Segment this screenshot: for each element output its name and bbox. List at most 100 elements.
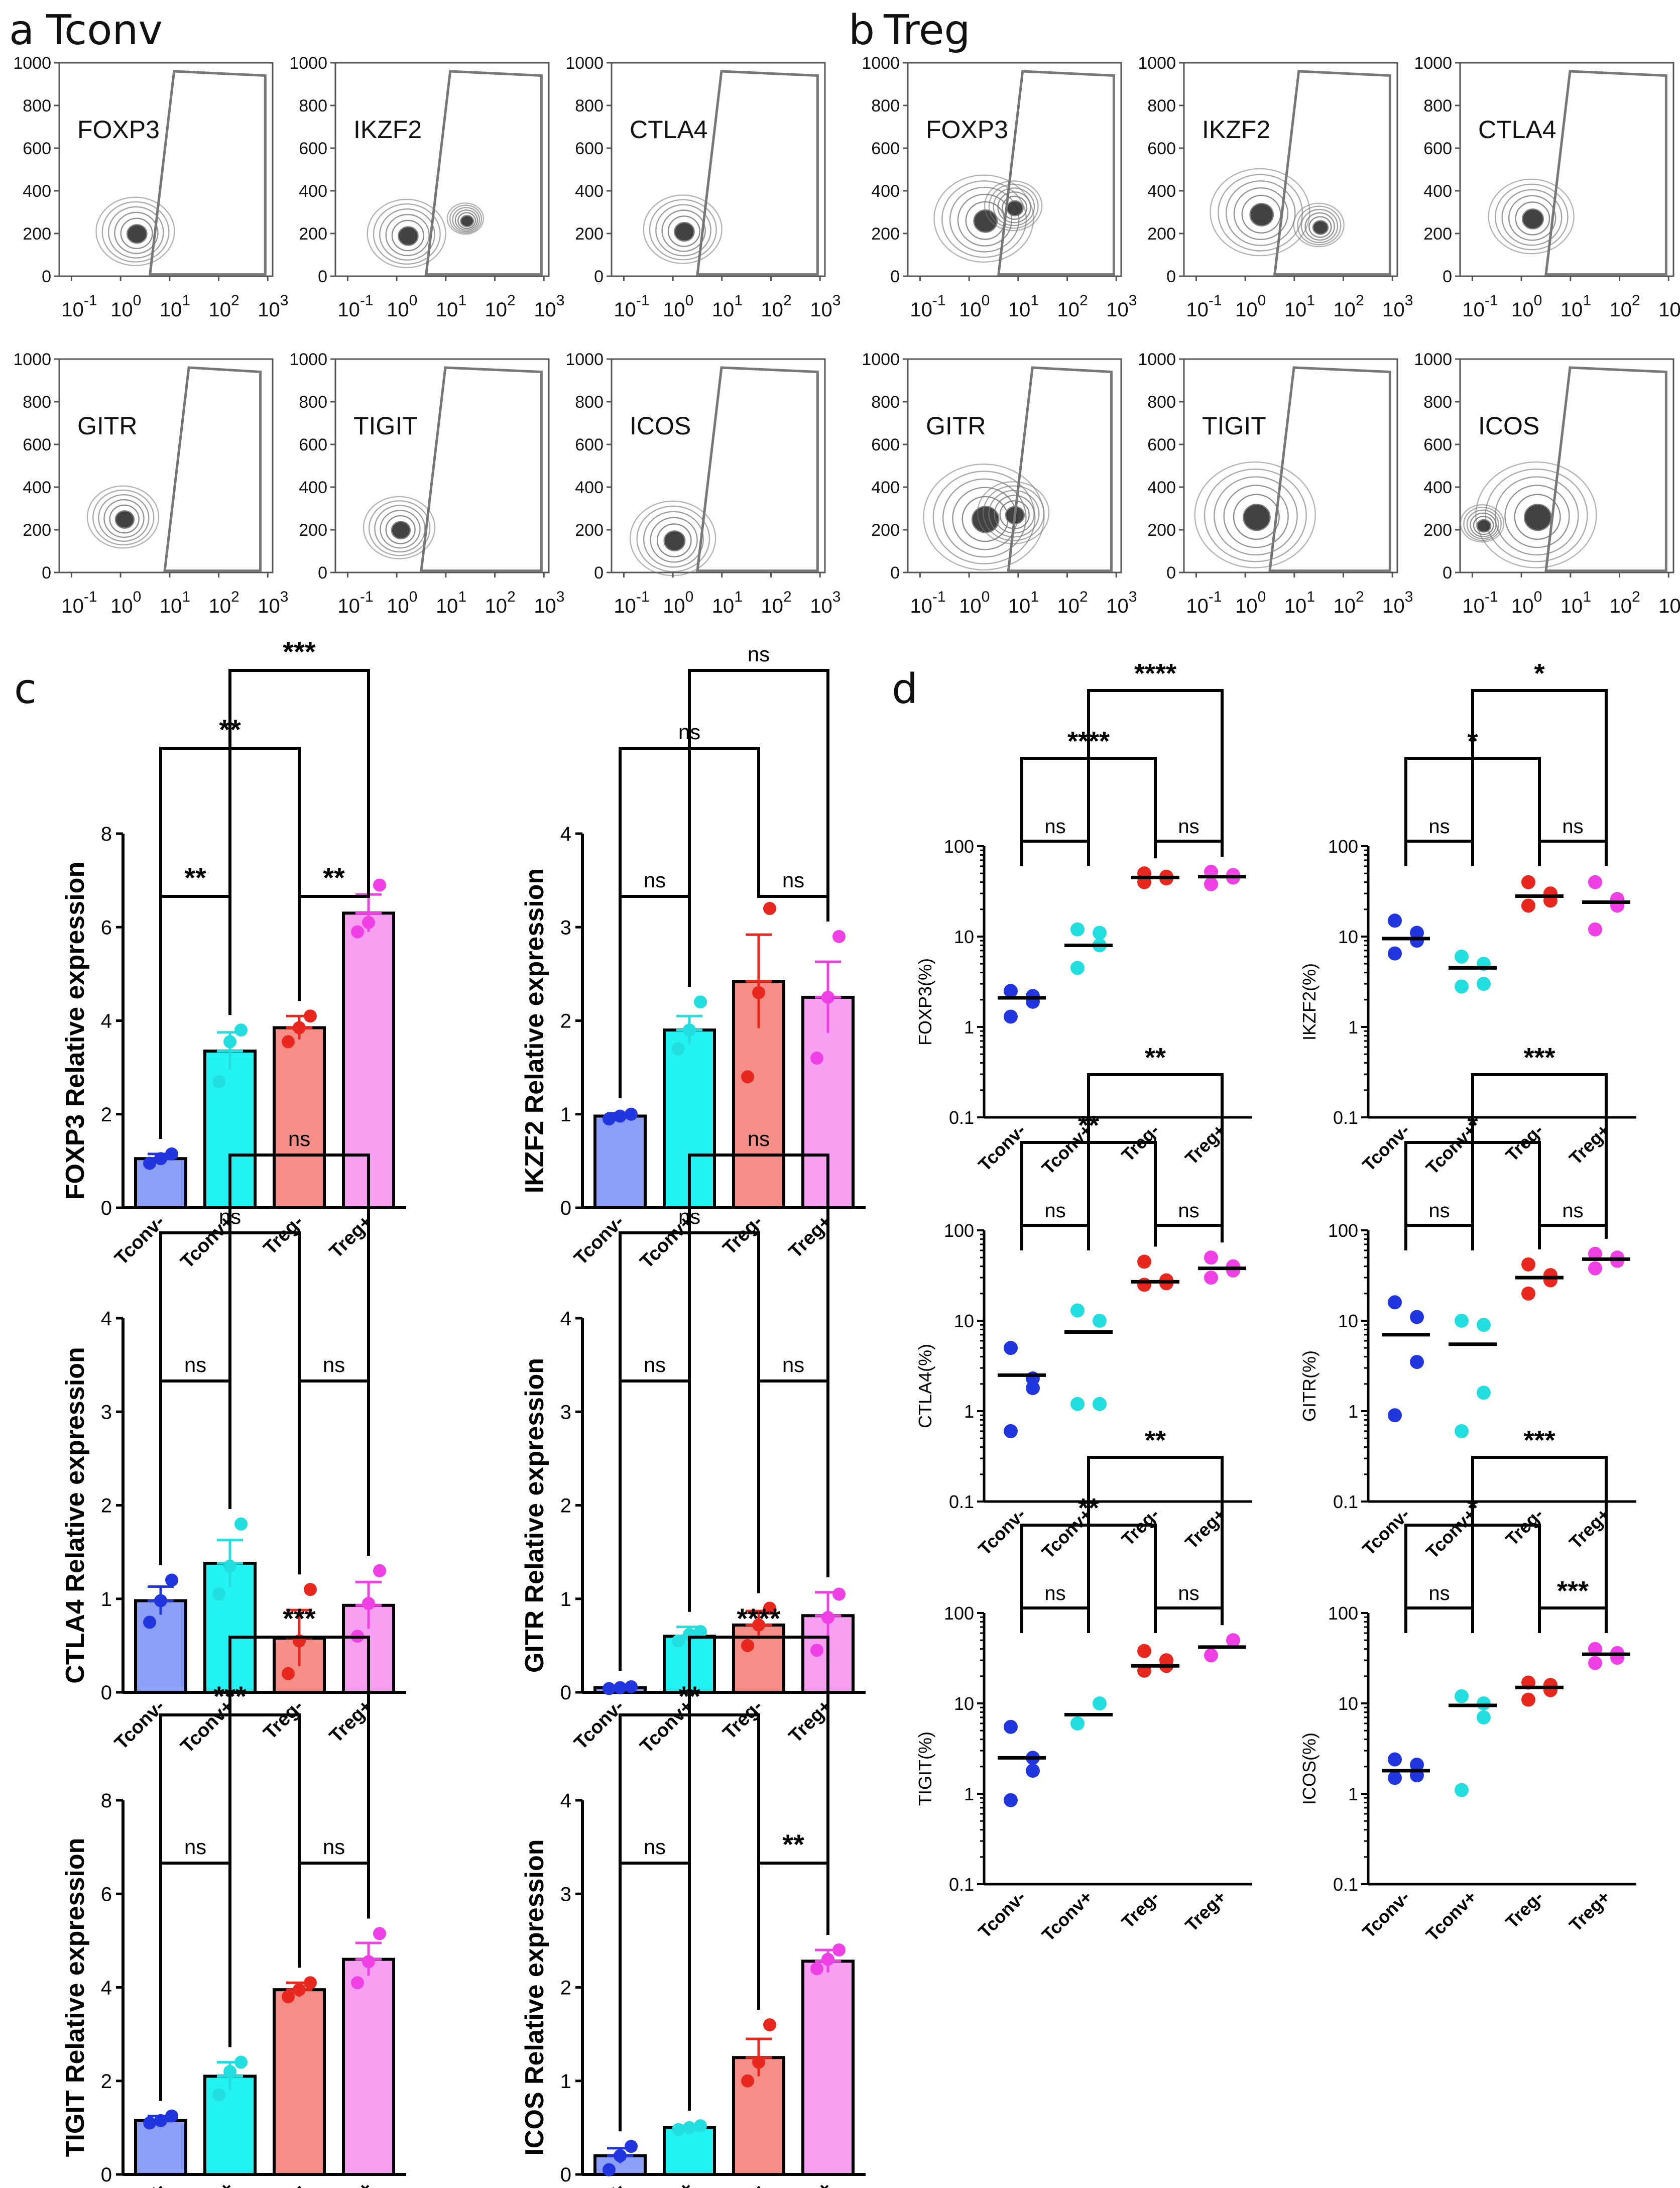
y-tick-label: 0.1 bbox=[1333, 1491, 1358, 1512]
data-point bbox=[672, 2123, 685, 2136]
significance-label: ns bbox=[1562, 816, 1583, 838]
x-tick-base: 10 bbox=[160, 595, 182, 617]
x-tick-label: 102 bbox=[485, 589, 516, 617]
data-point bbox=[304, 1583, 317, 1596]
gate bbox=[997, 70, 1115, 276]
data-point bbox=[741, 1070, 754, 1084]
panel-b-letter: b bbox=[849, 7, 875, 54]
x-tick-label: 102 bbox=[1057, 292, 1088, 321]
contour-level bbox=[86, 485, 160, 549]
category-label: Treg- bbox=[260, 2178, 307, 2188]
x-tick-exponent: -1 bbox=[360, 292, 374, 309]
contour-level bbox=[1501, 189, 1563, 246]
x-tick-base: 10 bbox=[1106, 299, 1129, 321]
data-point bbox=[234, 2055, 248, 2069]
y-tick-label: 800 bbox=[23, 393, 51, 412]
significance-bracket bbox=[159, 1379, 231, 1565]
x-tick-label: 103 bbox=[1106, 292, 1137, 321]
contour-level bbox=[1006, 200, 1024, 216]
contour-level bbox=[1223, 485, 1289, 548]
data-point bbox=[625, 1107, 638, 1121]
data-point bbox=[373, 878, 386, 892]
x-tick-base: 10 bbox=[436, 299, 458, 321]
data-point bbox=[763, 2018, 776, 2031]
data-point bbox=[1388, 1771, 1402, 1785]
y-axis-label: CTLA4(%) bbox=[915, 1344, 935, 1428]
data-point bbox=[810, 1644, 823, 1657]
gate bbox=[1544, 70, 1667, 276]
y-tick-label: 1000 bbox=[289, 54, 327, 73]
data-point bbox=[694, 1625, 707, 1638]
x-tick-exponent: 1 bbox=[182, 589, 190, 605]
data-point bbox=[1004, 1719, 1018, 1734]
y-tick-label: 200 bbox=[575, 224, 604, 244]
y-tick-label: 1 bbox=[1348, 1401, 1358, 1422]
contour-level bbox=[391, 521, 411, 540]
x-tick-base: 10 bbox=[1658, 299, 1680, 321]
y-tick-label: 100 bbox=[944, 836, 974, 857]
x-tick-exponent: -1 bbox=[1209, 292, 1222, 309]
x-tick-exponent: -1 bbox=[1209, 589, 1222, 605]
data-point bbox=[212, 1587, 225, 1601]
contour-level bbox=[1002, 195, 1028, 220]
x-tick-exponent: -1 bbox=[1485, 292, 1498, 309]
y-tick-label: 10 bbox=[954, 1311, 974, 1331]
data-point bbox=[373, 1927, 386, 1940]
y-tick-label: 200 bbox=[1147, 521, 1176, 540]
x-tick-exponent: -1 bbox=[1485, 589, 1498, 605]
bar-treg-neg bbox=[273, 1988, 326, 2176]
y-axis-label: ICOS(%) bbox=[1299, 1733, 1319, 1805]
contour-level bbox=[983, 485, 1045, 541]
y-tick-label: 800 bbox=[1147, 96, 1176, 116]
x-tick-label: 100 bbox=[663, 292, 693, 321]
data-point bbox=[1610, 892, 1624, 906]
x-tick-base: 10 bbox=[1008, 595, 1031, 617]
x-tick-base: 10 bbox=[1186, 299, 1209, 321]
x-tick-label: 100 bbox=[663, 589, 693, 617]
y-tick-label: 200 bbox=[299, 521, 327, 540]
contour-level bbox=[363, 496, 436, 559]
data-point bbox=[1093, 1314, 1107, 1328]
y-tick-label: 200 bbox=[23, 521, 51, 540]
x-tick-label: 103 bbox=[534, 589, 564, 617]
contour-level bbox=[656, 523, 692, 557]
y-tick-label: 4 bbox=[560, 1790, 571, 1812]
x-tick-label: 102 bbox=[1057, 589, 1088, 617]
significance-label: ** bbox=[323, 862, 345, 893]
contour-level bbox=[1233, 187, 1289, 241]
y-axis-label: FOXP3 Relative expression bbox=[61, 862, 90, 1200]
x-tick-base: 10 bbox=[258, 299, 280, 321]
significance-bracket bbox=[1087, 1073, 1224, 1250]
data-point bbox=[1521, 898, 1535, 913]
y-tick-label: 1 bbox=[560, 2070, 571, 2093]
contour-level bbox=[107, 206, 164, 259]
y-tick-label: 0 bbox=[560, 1682, 571, 1704]
x-tick-exponent: 1 bbox=[458, 292, 466, 309]
contour-level bbox=[1460, 504, 1505, 543]
gate bbox=[696, 366, 819, 572]
data-point bbox=[763, 1601, 776, 1615]
x-tick-exponent: 0 bbox=[982, 292, 990, 309]
y-tick-label: 200 bbox=[1423, 224, 1452, 244]
x-tick-label: 10-1 bbox=[337, 292, 373, 321]
x-tick-base: 10 bbox=[761, 595, 784, 617]
contour-level bbox=[1508, 195, 1556, 241]
data-point bbox=[143, 2116, 156, 2130]
contour-level bbox=[1476, 519, 1492, 533]
x-tick-label: 102 bbox=[485, 292, 516, 321]
y-tick-label: 0 bbox=[318, 563, 327, 583]
y-tick-label: 1 bbox=[101, 1588, 112, 1610]
y-tick-label: 0.1 bbox=[1333, 1107, 1358, 1128]
bar-treg-pos bbox=[801, 1960, 855, 2176]
x-tick-base: 10 bbox=[1334, 595, 1356, 617]
x-tick-base: 10 bbox=[1561, 595, 1583, 617]
contour-level bbox=[1300, 208, 1339, 244]
y-axis-label: GITR(%) bbox=[1299, 1350, 1319, 1422]
x-tick-exponent: 2 bbox=[507, 589, 516, 605]
y-tick-label: 2 bbox=[101, 1104, 112, 1126]
contour-level bbox=[1515, 201, 1550, 236]
data-point bbox=[1521, 1257, 1535, 1272]
